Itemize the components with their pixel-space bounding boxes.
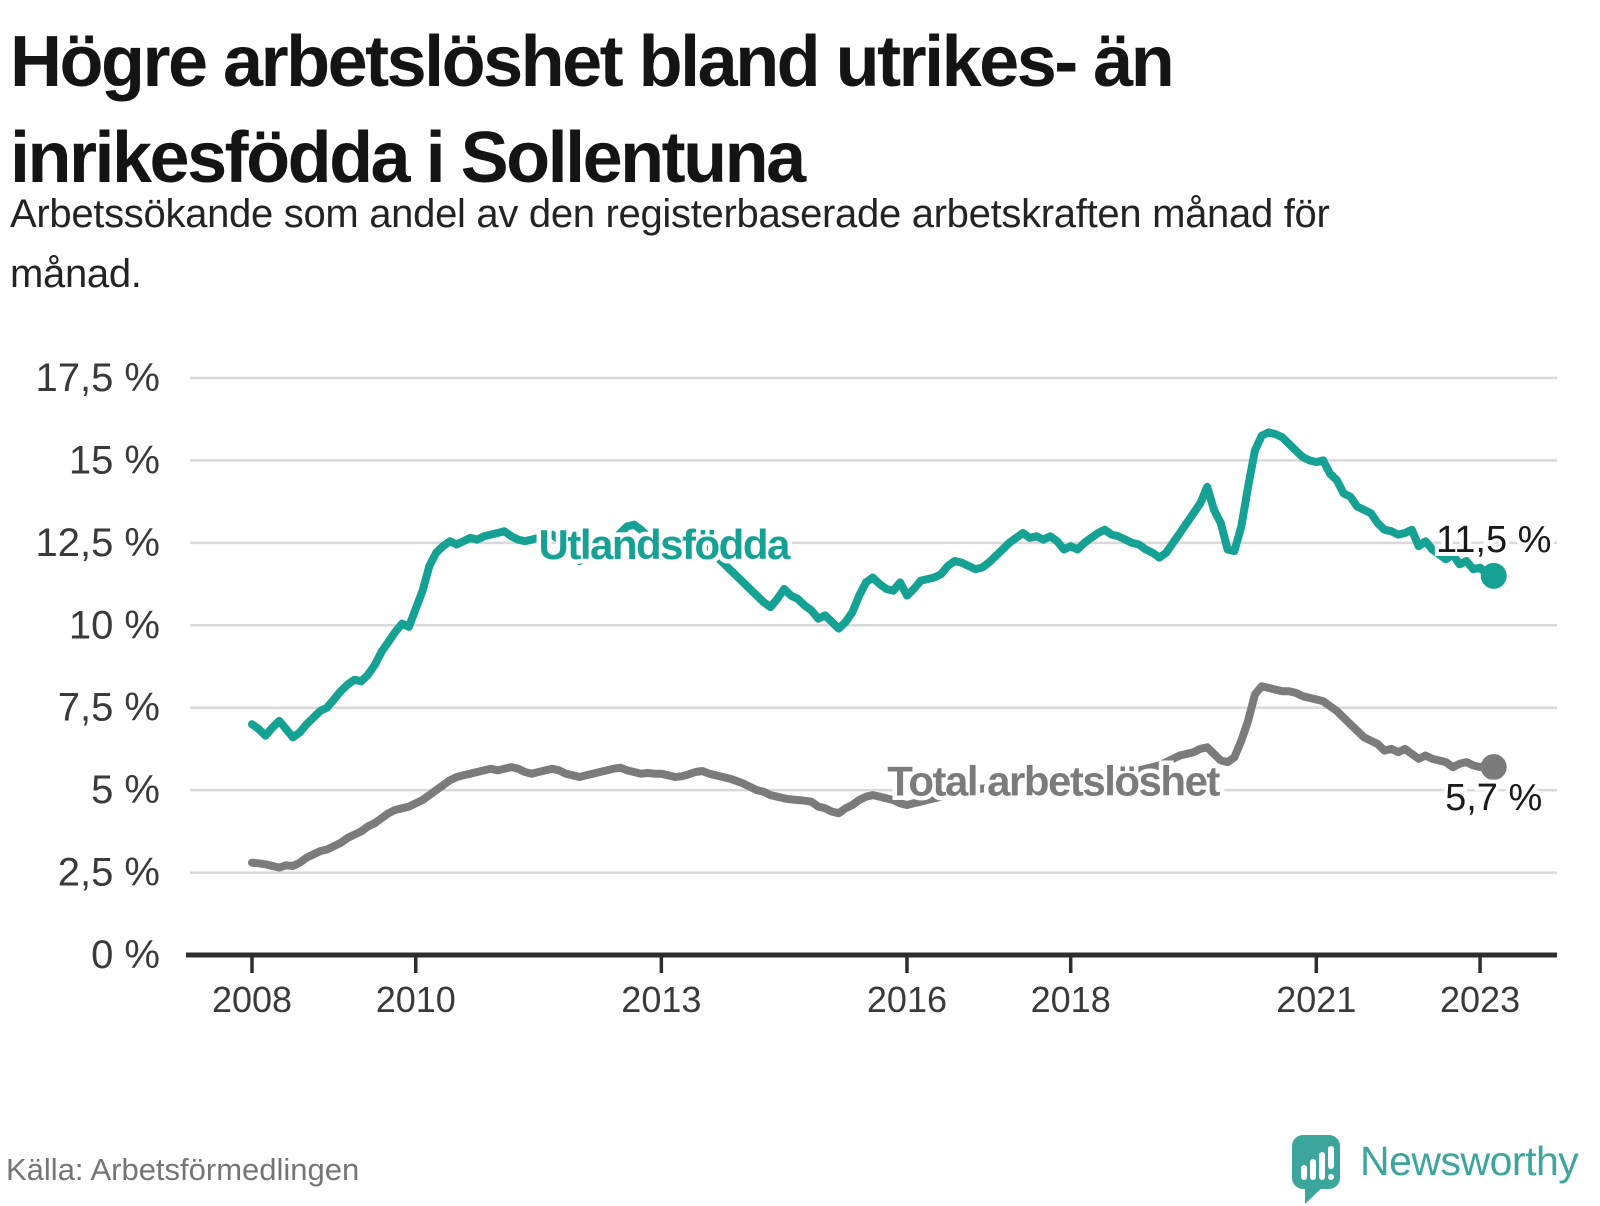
chart-title: Högre arbetslöshet bland utrikes- än inr… <box>10 22 1175 198</box>
x-axis-tick-label: 2023 <box>1440 979 1520 1020</box>
y-axis-tick-label: 15 % <box>69 438 160 482</box>
y-axis-tick-label: 17,5 % <box>35 356 160 400</box>
newsworthy-logo-icon <box>1292 1135 1340 1204</box>
y-axis-tick-label: 0 % <box>91 933 160 977</box>
x-axis-tick-label: 2016 <box>867 979 947 1020</box>
x-axis-tick-label: 2013 <box>621 979 701 1020</box>
series-end-dot-utlandsfodda <box>1480 562 1507 589</box>
chart-subtitle: Arbetssökande som andel av den registerb… <box>10 192 1330 296</box>
series-label-utlandsfodda: Utlandsfödda <box>539 521 791 568</box>
newsworthy-brand: Newsworthy <box>1290 1134 1600 1204</box>
x-axis-tick-label: 2008 <box>212 979 292 1020</box>
y-axis-tick-label: 2,5 % <box>58 851 160 895</box>
series-line-total <box>248 682 1498 872</box>
series-line-utlandsfodda <box>248 428 1498 742</box>
series-end-value-label: 11,5 % <box>1436 519 1551 561</box>
source-note: Källa: Arbetsförmedlingen <box>6 1152 360 1187</box>
brand-name: Newsworthy <box>1360 1138 1579 1184</box>
x-axis-tick-label: 2021 <box>1276 979 1356 1020</box>
y-axis-tick-label: 7,5 % <box>58 686 160 730</box>
series-end-value-label: 5,7 % <box>1445 777 1542 819</box>
series-label-total: Total arbetslöshet <box>887 757 1220 804</box>
x-axis-tick-label: 2018 <box>1031 979 1111 1020</box>
x-axis-tick-label: 2010 <box>376 979 456 1020</box>
y-axis-tick-label: 10 % <box>69 603 160 647</box>
y-axis-tick-label: 12,5 % <box>35 521 160 565</box>
series-end-dot-total <box>1480 754 1507 781</box>
y-axis-tick-label: 5 % <box>91 768 160 812</box>
